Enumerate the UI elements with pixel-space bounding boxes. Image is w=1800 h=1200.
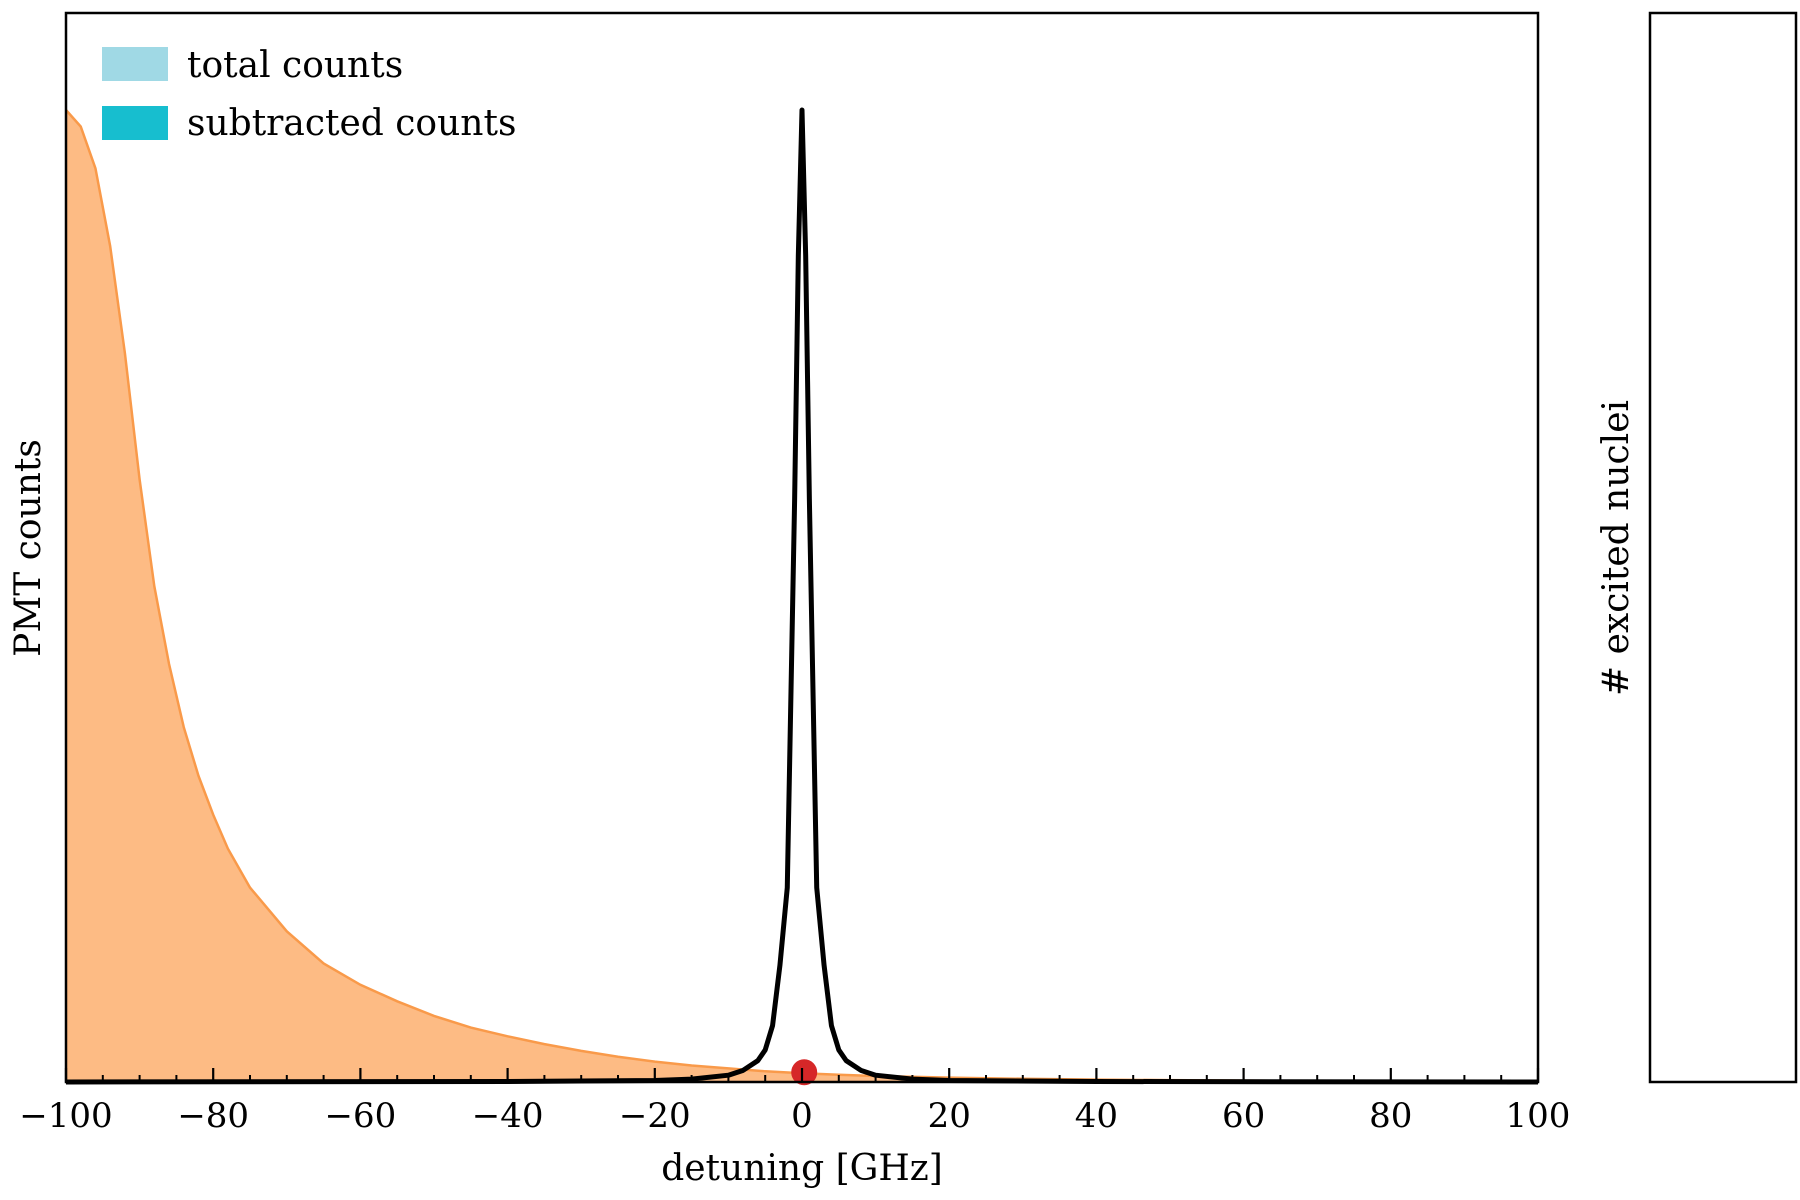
x-tick-label: 40 xyxy=(1075,1096,1118,1136)
marker-layer xyxy=(791,1059,818,1086)
x-axis-label: detuning [GHz] xyxy=(661,1148,943,1189)
data-point-marker-0 xyxy=(791,1059,818,1086)
x-tick-label: −60 xyxy=(325,1096,397,1136)
y-axis-label: PMT counts xyxy=(8,439,49,657)
x-tick-label: 100 xyxy=(1506,1096,1571,1136)
series-layer xyxy=(65,107,1539,1085)
x-tick-label: 0 xyxy=(791,1096,813,1136)
x-ticks: −100 −80 −60 −40 −20 0 20 40 60 80 100 xyxy=(19,1068,1570,1136)
x-tick-label: −40 xyxy=(472,1096,544,1136)
legend: total counts subtracted counts xyxy=(102,45,516,144)
legend-label-total-counts: total counts xyxy=(187,45,403,86)
x-tick-label: 80 xyxy=(1369,1096,1412,1136)
side-axes-frame xyxy=(1648,11,1798,1084)
legend-swatch-subtracted-counts xyxy=(102,106,168,140)
legend-swatch-total-counts xyxy=(102,47,168,81)
plot-area: −100 −80 −60 −40 −20 0 20 40 60 80 100 xyxy=(19,11,1570,1136)
y2-axis-label: # excited nuclei xyxy=(1596,400,1637,696)
series-1-line xyxy=(65,107,1539,1085)
x-tick-label: −80 xyxy=(177,1096,249,1136)
legend-label-subtracted-counts: subtracted counts xyxy=(187,103,516,144)
x-tick-label: 60 xyxy=(1222,1096,1265,1136)
x-tick-label: −100 xyxy=(19,1096,112,1136)
series-0-area-fill xyxy=(66,110,1538,1082)
x-tick-label: 20 xyxy=(928,1096,971,1136)
x-tick-label: −20 xyxy=(619,1096,691,1136)
side-panel: # excited nuclei xyxy=(1596,11,1798,1084)
